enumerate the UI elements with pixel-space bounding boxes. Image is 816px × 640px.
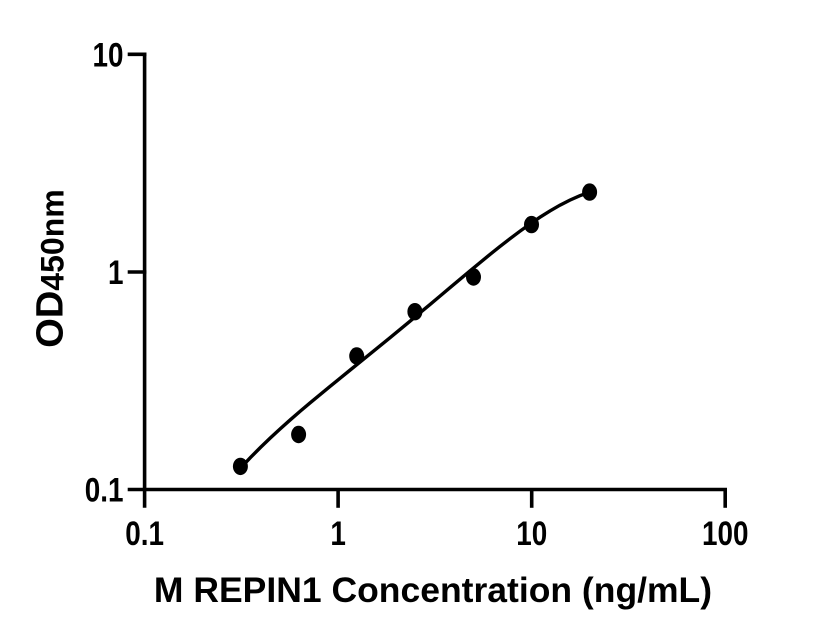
svg-text:M REPIN1 Concentration (ng/mL): M REPIN1 Concentration (ng/mL) — [154, 570, 712, 610]
svg-text:1: 1 — [108, 253, 124, 291]
svg-text:10: 10 — [92, 36, 123, 74]
svg-text:1: 1 — [330, 514, 346, 552]
svg-text:100: 100 — [702, 514, 749, 552]
svg-text:10: 10 — [516, 514, 547, 552]
svg-text:OD450nm: OD450nm — [30, 189, 72, 347]
svg-text:0.1: 0.1 — [125, 514, 164, 552]
svg-text:0.1: 0.1 — [85, 471, 124, 509]
